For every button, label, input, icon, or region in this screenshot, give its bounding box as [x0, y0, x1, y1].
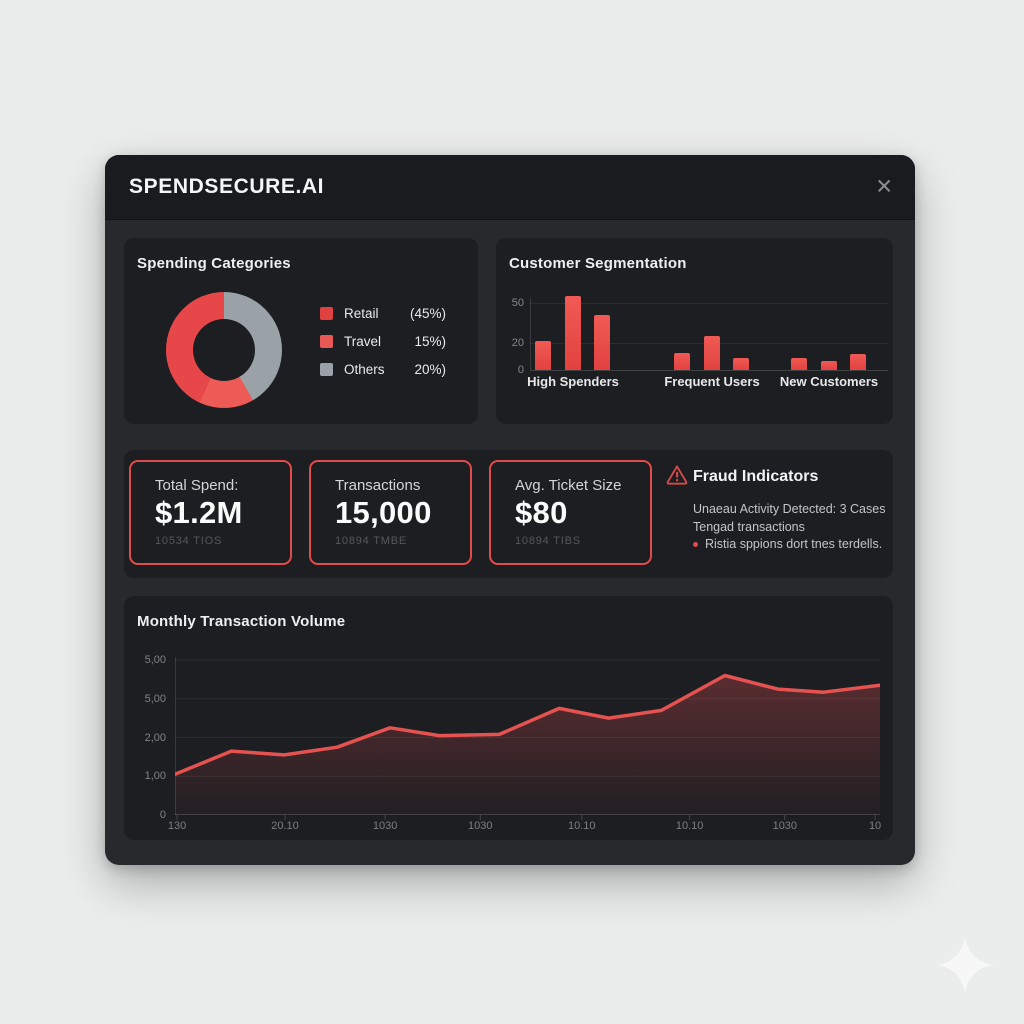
x-tick-label: 10.10 — [675, 820, 704, 832]
y-tick-label: 5,00 — [144, 654, 166, 666]
monthly-volume-card: Monthly Transaction Volume 5,00 5,00 2,00 1… — [124, 596, 893, 840]
bar — [791, 358, 807, 370]
legend-percent: 20%) — [414, 362, 446, 377]
spending-categories-title: Spending Categories — [137, 255, 291, 272]
bar — [565, 296, 581, 370]
kpi-strip: Avg. Ticket Size $80 10894 TIBS Fraud Indi… — [124, 450, 893, 578]
x-tick-label: 1030 — [372, 820, 398, 832]
x-tick-label: 10.10 — [568, 820, 596, 832]
gridline — [530, 370, 888, 371]
app-title: SPENDSECURE.AI — [129, 175, 325, 198]
legend-item: Retail (45%) — [320, 304, 446, 323]
kpi-value: $80 — [515, 495, 568, 530]
bar — [733, 358, 749, 370]
legend-item: Travel 15%) — [320, 332, 446, 351]
trend-line — [175, 673, 880, 777]
legend-percent: (45%) — [409, 306, 446, 321]
fraud-bullet-line: Ristia sppions dort tnes terdells. — [693, 537, 891, 551]
fraud-indicators: Fraud Indicators Unaeau Activity Detecte… — [666, 464, 891, 551]
bar — [594, 315, 610, 370]
y-tick-label: 2,00 — [144, 731, 166, 744]
customer-segmentation-card: Customer Segmentation 50 20 0 High Spenders… — [496, 238, 893, 424]
spending-categories-card: Spending Categories Retail (45%) Travel 15%… — [124, 238, 478, 424]
kpi-card: Avg. Ticket Size $80 10894 TIBS — [489, 460, 652, 565]
legend-swatch-icon — [320, 307, 333, 320]
kpi-value: 15,000 — [335, 495, 432, 530]
sparkle-icon — [936, 936, 994, 994]
area-fill — [175, 675, 880, 815]
y-axis-line — [530, 298, 531, 370]
bar — [535, 341, 551, 370]
kpi-subtext: 10534 TIOS — [155, 535, 223, 547]
fraud-header: Fraud Indicators — [666, 464, 891, 490]
bar — [850, 354, 866, 370]
y-tick-label: 1,00 — [144, 770, 166, 783]
legend-percent: 15%) — [414, 334, 446, 349]
kpi-label: Transactions — [335, 477, 421, 494]
fraud-bullet-text: Ristia sppions dort tnes terdells. — [705, 537, 883, 551]
donut-hole — [193, 319, 255, 381]
warning-triangle-icon — [666, 464, 693, 490]
fraud-line-1: Unaeau Activity Detected: 3 Cases — [693, 502, 886, 516]
legend-swatch-icon — [320, 363, 333, 376]
legend-label: Travel — [344, 334, 382, 349]
bar-group-label: Frequent Users — [664, 374, 760, 389]
legend-item: Others 20%) — [320, 360, 446, 379]
legend-swatch-icon — [320, 335, 333, 348]
line-chart — [175, 657, 880, 820]
legend-label: Others — [344, 362, 385, 377]
x-tick-label: 20.10 — [271, 820, 299, 832]
bullet-dot-icon — [693, 541, 698, 547]
bar-group-label: High Spenders — [527, 374, 619, 389]
kpi-content: Total Spend: $1.2M 10534 TIOS — [131, 462, 290, 547]
bar — [821, 361, 837, 370]
spendsecure-window: SPENDSECURE.AI ✕ Spending Categories Ret… — [105, 155, 915, 865]
x-tick-label: 1030 — [772, 820, 798, 832]
y-tick-label: 0 — [159, 809, 166, 821]
kpi-card: Total Spend: $1.2M 10534 TIOS — [129, 460, 292, 565]
y-tick-label: 20 — [511, 337, 524, 350]
x-tick-label: 10 — [868, 820, 882, 832]
fraud-title: Fraud Indicators — [693, 468, 819, 485]
kpi-content: Avg. Ticket Size $80 10894 TIBS — [491, 462, 650, 547]
donut-chart — [166, 292, 282, 408]
close-icon[interactable]: ✕ — [875, 175, 893, 199]
monthly-volume-title: Monthly Transaction Volume — [137, 613, 346, 630]
bar-group-label: New Customers — [779, 374, 879, 389]
bar — [704, 336, 720, 370]
kpi-value: $1.2M — [155, 495, 243, 530]
kpi-label: Avg. Ticket Size — [515, 477, 622, 494]
kpi-content: Transactions 15,000 10894 TMBE — [311, 462, 470, 547]
window-header: SPENDSECURE.AI ✕ — [105, 155, 915, 220]
customer-segmentation-title: Customer Segmentation — [509, 255, 687, 272]
donut-legend: Retail (45%) Travel 15%) Others 20%) — [320, 304, 446, 388]
y-tick-label: 50 — [511, 297, 524, 309]
kpi-card: Transactions 15,000 10894 TMBE — [309, 460, 472, 565]
kpi-label: Total Spend: — [155, 477, 239, 494]
kpi-subtext: 10894 TIBS — [515, 535, 581, 547]
x-tick-label: 1030 — [468, 820, 493, 832]
x-tick-label: 130 — [167, 820, 187, 832]
y-tick-label: 0 — [517, 364, 524, 376]
y-tick-label: 5,00 — [144, 692, 166, 705]
gridline — [530, 303, 888, 304]
kpi-subtext: 10894 TMBE — [335, 535, 408, 547]
legend-label: Retail — [344, 306, 379, 321]
bar — [674, 353, 690, 370]
fraud-line-2: Tengad transactions — [693, 520, 805, 534]
